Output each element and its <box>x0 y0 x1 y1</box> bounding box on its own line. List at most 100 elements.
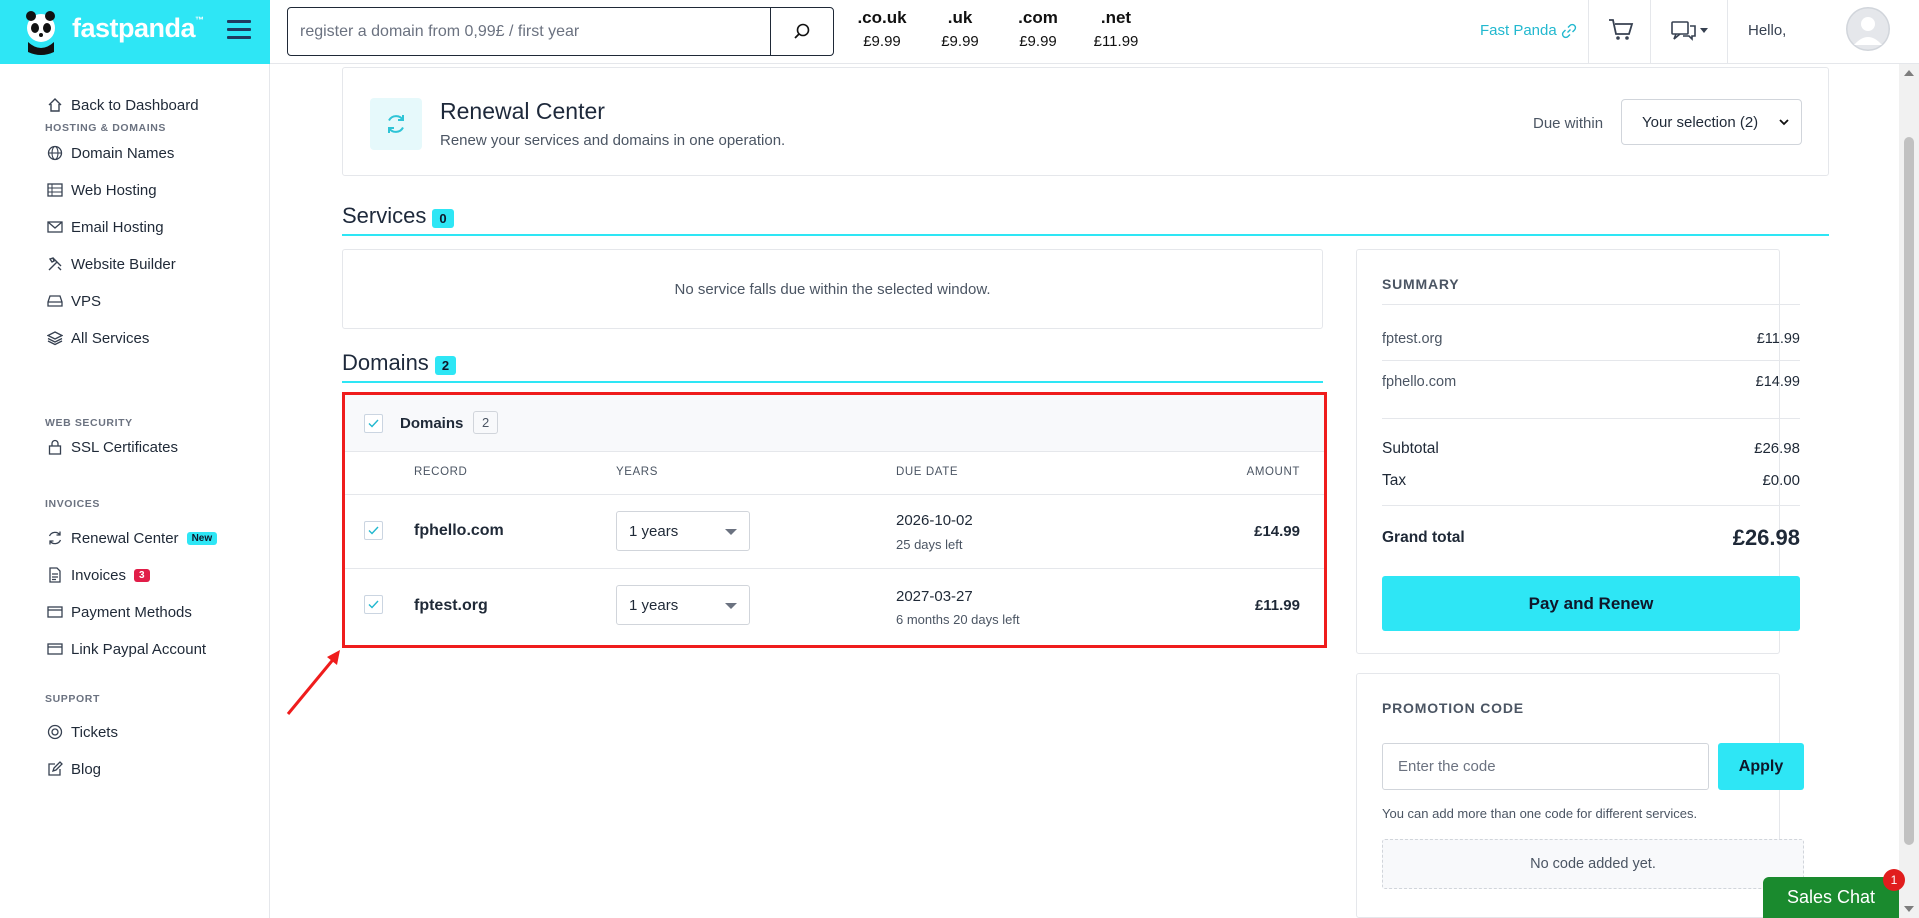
grand-total-value: £26.98 <box>1732 525 1800 550</box>
sidebar-item-web-hosting[interactable]: Web Hosting <box>46 179 157 201</box>
promo-code-input[interactable] <box>1382 743 1709 790</box>
sidebar-item-label: Website Builder <box>71 255 176 273</box>
apply-button[interactable]: Apply <box>1718 743 1804 790</box>
sidebar-item-link-paypal[interactable]: Link Paypal Account <box>46 638 206 660</box>
grand-total-label: Grand total <box>1382 529 1465 546</box>
days-left: 25 days left <box>896 537 963 552</box>
sidebar-item-website-builder[interactable]: Website Builder <box>46 253 176 275</box>
services-title-text: Services <box>342 203 427 228</box>
tax-value: £0.00 <box>1762 472 1800 489</box>
new-badge: New <box>186 531 218 545</box>
services-divider <box>342 234 1829 236</box>
search-button[interactable] <box>770 8 833 55</box>
tld-item[interactable]: .net £11.99 <box>1077 8 1155 50</box>
column-header-years: YEARS <box>616 466 658 478</box>
years-select[interactable]: 1 years <box>616 585 750 625</box>
invoices-count-badge: 3 <box>134 568 150 582</box>
row-checkbox[interactable] <box>364 595 383 614</box>
summary-item-price: £11.99 <box>1756 331 1800 347</box>
refresh-icon <box>388 115 404 133</box>
column-header-amount: AMOUNT <box>1246 466 1300 478</box>
domain-search <box>287 7 834 56</box>
sidebar-item-renewal-center[interactable]: Renewal Center New <box>46 527 218 549</box>
divider <box>1727 0 1728 63</box>
sidebar-item-email-hosting[interactable]: Email Hosting <box>46 216 164 238</box>
tld-extension: .net <box>1100 8 1132 27</box>
domains-table: Domains 2 RECORD YEARS DUE DATE AMOUNT f… <box>344 393 1325 646</box>
checkmark-icon <box>368 419 379 428</box>
tld-price-list: .co.uk £9.99 .uk £9.99 .com £9.99 .net £11.9… <box>843 8 1155 50</box>
table-row: fptest.org 1 years 2027-03-27 6 months 2… <box>345 568 1324 642</box>
top-bar: fastpanda™ .co.uk £9.99 .uk £9.99 .com £9.9… <box>0 0 1919 64</box>
sales-chat-button[interactable]: Sales Chat 1 <box>1763 869 1905 918</box>
sidebar: Back to Dashboard HOSTING & DOMAINS Doma… <box>0 64 270 918</box>
sidebar-item-back-to-dashboard[interactable]: Back to Dashboard <box>46 94 199 116</box>
due-within-select[interactable]: Your selection (2) <box>1621 99 1802 145</box>
brand-name[interactable]: fastpanda™ <box>72 13 204 43</box>
page-scrollbar[interactable] <box>1899 64 1919 918</box>
sidebar-item-label: VPS <box>71 292 102 310</box>
menu-toggle-icon[interactable] <box>227 20 251 40</box>
pay-and-renew-button[interactable]: Pay and Renew <box>1382 576 1800 631</box>
sidebar-item-label: SSL Certificates <box>71 438 178 456</box>
messages-menu[interactable] <box>1671 20 1708 42</box>
services-count-badge: 0 <box>432 208 454 228</box>
services-section-title: Services 0 <box>342 203 454 229</box>
domains-title-text: Domains <box>342 350 429 375</box>
subtotal-label: Subtotal <box>1382 440 1439 457</box>
sidebar-item-invoices[interactable]: Invoices 3 <box>46 564 150 586</box>
sidebar-item-payment-methods[interactable]: Payment Methods <box>46 601 192 623</box>
account-link[interactable]: Fast Panda <box>1480 22 1577 39</box>
tax-row: Tax £0.00 <box>1382 472 1800 490</box>
sidebar-item-domain-names[interactable]: Domain Names <box>46 142 174 164</box>
sidebar-item-blog[interactable]: Blog <box>46 758 101 780</box>
divider <box>1650 0 1651 63</box>
tld-extension: .co.uk <box>857 8 907 27</box>
sidebar-item-label: Domain Names <box>71 144 175 162</box>
brand-area: fastpanda™ <box>0 0 270 64</box>
scroll-up-arrow-icon[interactable] <box>1904 70 1914 76</box>
scroll-down-arrow-icon[interactable] <box>1904 906 1914 912</box>
days-left: 6 months 20 days left <box>896 612 1020 627</box>
sidebar-item-ssl-certificates[interactable]: SSL Certificates <box>46 436 178 458</box>
sidebar-item-tickets[interactable]: Tickets <box>46 721 118 743</box>
refresh-icon <box>46 530 63 547</box>
sidebar-item-label: Link Paypal Account <box>71 640 207 658</box>
sidebar-item-all-services[interactable]: All Services <box>46 327 149 349</box>
years-select[interactable]: 1 years <box>616 511 750 551</box>
sidebar-item-vps[interactable]: VPS <box>46 290 101 312</box>
renewal-icon-box <box>370 98 422 150</box>
chevron-down-icon <box>1700 28 1708 33</box>
grand-total-row: Grand total £26.98 <box>1382 525 1800 551</box>
row-checkbox[interactable] <box>364 521 383 540</box>
due-within-value: Your selection (2) <box>1642 113 1759 131</box>
domain-record: fphello.com <box>414 522 504 539</box>
panda-logo-icon[interactable] <box>20 8 62 56</box>
tld-item[interactable]: .co.uk £9.99 <box>843 8 921 50</box>
tld-item[interactable]: .uk £9.99 <box>921 8 999 50</box>
search-icon <box>794 23 810 39</box>
domains-group-count: 2 <box>473 411 499 434</box>
tld-price: £11.99 <box>1093 33 1139 50</box>
summary-item: fphello.com £14.99 <box>1382 374 1800 390</box>
scrollbar-thumb[interactable] <box>1904 137 1914 845</box>
domains-count-badge: 2 <box>434 355 457 375</box>
chat-notification-badge: 1 <box>1883 869 1905 891</box>
checkmark-icon <box>368 600 379 609</box>
domains-group-label: Domains <box>400 415 464 432</box>
avatar[interactable] <box>1846 7 1890 51</box>
link-icon <box>1561 23 1576 38</box>
row-amount: £11.99 <box>1254 597 1300 614</box>
domain-search-input[interactable] <box>288 8 770 55</box>
cart-button[interactable] <box>1608 18 1634 47</box>
promo-note: You can add more than one code for diffe… <box>1382 806 1698 821</box>
sidebar-heading-invoices: INVOICES <box>45 498 100 510</box>
select-all-checkbox[interactable] <box>364 414 383 433</box>
tld-item[interactable]: .com £9.99 <box>999 8 1077 50</box>
years-value: 1 years <box>629 596 679 614</box>
tld-extension: .uk <box>947 8 973 27</box>
sidebar-heading-support: SUPPORT <box>45 693 100 705</box>
page-title: Renewal Center <box>440 98 605 124</box>
column-header-due-date: DUE DATE <box>896 466 959 478</box>
sidebar-item-label: Email Hosting <box>71 218 164 236</box>
